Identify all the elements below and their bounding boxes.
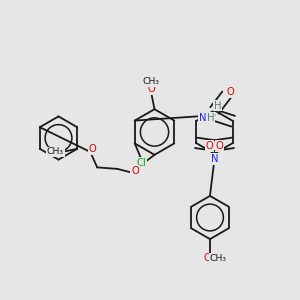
Text: H: H: [214, 100, 221, 111]
Text: O: O: [205, 141, 213, 151]
Text: O: O: [147, 84, 155, 94]
Text: O: O: [216, 141, 224, 151]
Text: Cl: Cl: [136, 158, 146, 168]
Text: CH₃: CH₃: [142, 77, 159, 86]
Text: N: N: [199, 112, 206, 123]
Text: CH₃: CH₃: [210, 254, 227, 263]
Text: CH₃: CH₃: [47, 147, 64, 156]
Text: N: N: [211, 154, 218, 164]
Text: O: O: [131, 166, 139, 176]
Text: O: O: [203, 253, 211, 263]
Text: H: H: [207, 112, 214, 123]
Text: O: O: [226, 87, 234, 98]
Text: O: O: [89, 144, 97, 154]
